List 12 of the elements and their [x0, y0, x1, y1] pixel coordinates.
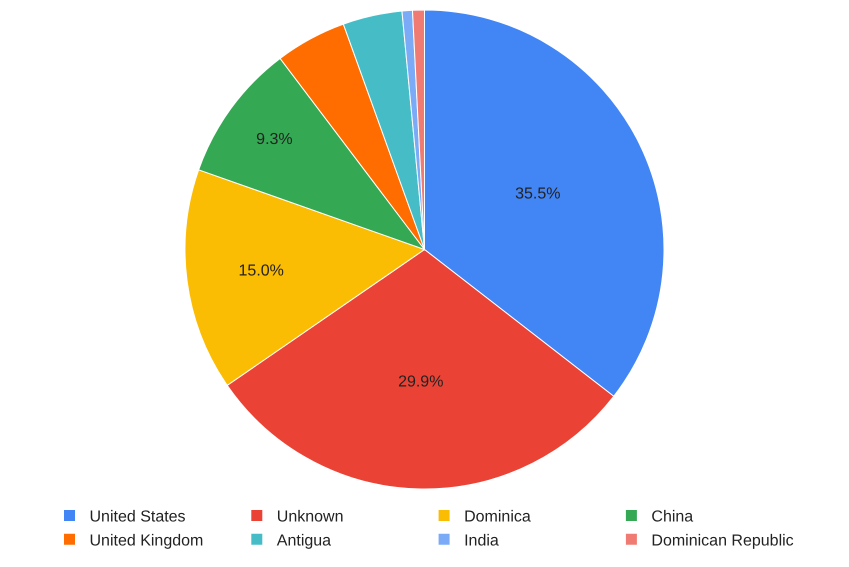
- data-label: 35.5%: [515, 185, 561, 202]
- legend-label: Dominica: [464, 508, 531, 526]
- legend-label: Antigua: [276, 532, 332, 550]
- data-label: 9.3%: [256, 131, 293, 148]
- legend-label: Unknown: [276, 508, 344, 526]
- legend-label: India: [464, 532, 499, 550]
- legend-label: Dominican Republic: [651, 532, 794, 550]
- data-label: 29.9%: [398, 373, 444, 390]
- legend-label: United States: [90, 508, 186, 526]
- legend-label: China: [651, 508, 694, 526]
- legend-label: United Kingdom: [90, 532, 204, 550]
- data-label: 15.0%: [238, 262, 284, 280]
